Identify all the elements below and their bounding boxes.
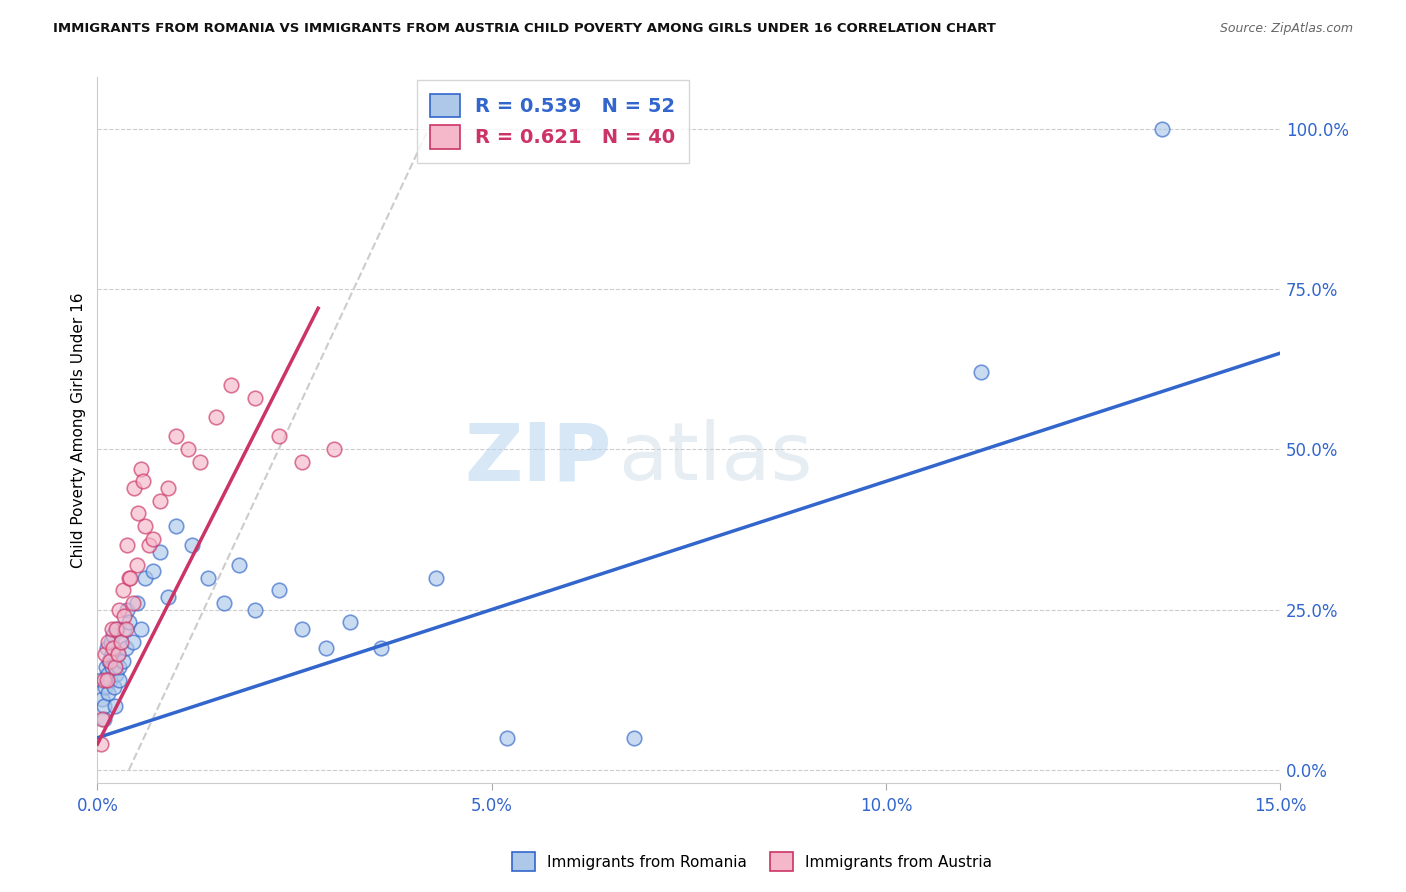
Point: [228, 558, 250, 572]
Point: [114, 640, 136, 655]
Point: [112, 622, 135, 636]
Point: [267, 583, 290, 598]
Point: [98, 654, 121, 668]
Point: [323, 442, 346, 457]
Point: [101, 660, 124, 674]
Point: [425, 570, 447, 584]
Point: [100, 648, 122, 662]
Point: [142, 532, 165, 546]
Point: [291, 455, 314, 469]
Point: [134, 519, 156, 533]
Point: [623, 731, 645, 745]
Point: [125, 558, 148, 572]
Y-axis label: Child Poverty Among Girls Under 16: Child Poverty Among Girls Under 16: [72, 293, 86, 568]
Point: [91, 692, 114, 706]
Point: [110, 634, 132, 648]
Point: [221, 378, 243, 392]
Point: [93, 673, 115, 687]
Point: [496, 731, 519, 745]
Point: [121, 596, 143, 610]
Point: [107, 648, 129, 662]
Point: [134, 570, 156, 584]
Point: [118, 615, 141, 630]
Point: [197, 570, 219, 584]
Point: [93, 698, 115, 713]
Point: [181, 538, 204, 552]
Point: [94, 660, 117, 674]
Point: [105, 622, 128, 636]
Point: [89, 673, 111, 687]
Point: [969, 365, 991, 379]
Point: [117, 538, 139, 552]
Point: [339, 615, 361, 630]
Point: [212, 596, 235, 610]
Point: [291, 622, 314, 636]
Point: [125, 596, 148, 610]
Point: [97, 666, 120, 681]
Text: ZIP: ZIP: [464, 419, 612, 497]
Point: [105, 666, 128, 681]
Point: [105, 622, 128, 636]
Point: [93, 712, 115, 726]
Point: [107, 673, 129, 687]
Point: [149, 545, 172, 559]
Point: [104, 698, 127, 713]
Legend: R = 0.539   N = 52, R = 0.621   N = 40: R = 0.539 N = 52, R = 0.621 N = 40: [416, 80, 689, 162]
Point: [100, 622, 122, 636]
Point: [114, 622, 136, 636]
Point: [267, 429, 290, 443]
Point: [165, 519, 187, 533]
Point: [129, 622, 152, 636]
Point: [157, 481, 180, 495]
Point: [108, 602, 131, 616]
Point: [118, 570, 141, 584]
Point: [97, 634, 120, 648]
Legend: Immigrants from Romania, Immigrants from Austria: Immigrants from Romania, Immigrants from…: [506, 847, 998, 877]
Point: [107, 648, 129, 662]
Point: [243, 391, 266, 405]
Point: [111, 583, 134, 598]
Point: [94, 648, 117, 662]
Text: IMMIGRANTS FROM ROMANIA VS IMMIGRANTS FROM AUSTRIA CHILD POVERTY AMONG GIRLS UND: IMMIGRANTS FROM ROMANIA VS IMMIGRANTS FR…: [53, 22, 997, 36]
Point: [157, 590, 180, 604]
Point: [101, 628, 124, 642]
Point: [122, 481, 145, 495]
Point: [142, 564, 165, 578]
Point: [101, 640, 124, 655]
Point: [188, 455, 211, 469]
Point: [112, 609, 135, 624]
Point: [127, 507, 149, 521]
Point: [110, 634, 132, 648]
Point: [94, 680, 117, 694]
Text: atlas: atlas: [617, 419, 813, 497]
Text: Source: ZipAtlas.com: Source: ZipAtlas.com: [1219, 22, 1353, 36]
Point: [91, 712, 114, 726]
Point: [108, 660, 131, 674]
Point: [103, 680, 125, 694]
Point: [98, 654, 121, 668]
Point: [89, 737, 111, 751]
Point: [149, 493, 172, 508]
Point: [120, 570, 142, 584]
Point: [1150, 121, 1173, 136]
Point: [138, 538, 160, 552]
Point: [96, 673, 118, 687]
Point: [129, 461, 152, 475]
Point: [132, 475, 155, 489]
Point: [111, 654, 134, 668]
Point: [370, 640, 392, 655]
Point: [104, 654, 127, 668]
Point: [96, 640, 118, 655]
Point: [98, 673, 121, 687]
Point: [104, 660, 127, 674]
Point: [315, 640, 337, 655]
Point: [121, 634, 143, 648]
Point: [165, 429, 187, 443]
Point: [100, 634, 122, 648]
Point: [204, 410, 226, 425]
Point: [177, 442, 200, 457]
Point: [243, 602, 266, 616]
Point: [97, 686, 120, 700]
Point: [117, 602, 139, 616]
